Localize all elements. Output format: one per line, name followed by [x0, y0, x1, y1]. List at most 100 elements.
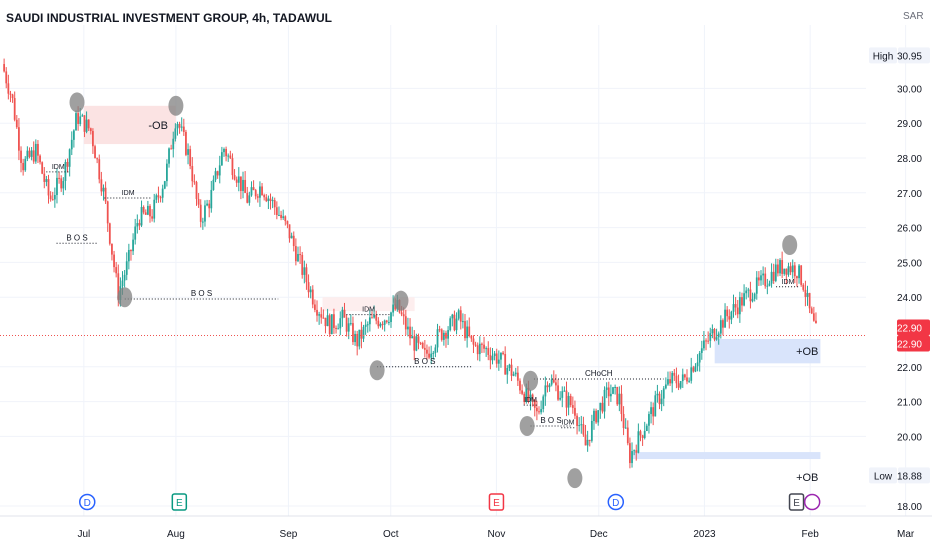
candle-body: [766, 285, 769, 287]
candle-body: [656, 393, 659, 396]
candle-body: [214, 171, 217, 180]
candle-body: [278, 214, 280, 216]
candle-body: [815, 320, 817, 324]
candle-body: [728, 316, 731, 320]
candle-body: [633, 450, 636, 452]
candle-body: [294, 246, 297, 262]
candle-body: [512, 374, 515, 376]
candle-body: [252, 187, 255, 191]
candle-body: [13, 98, 16, 120]
x-tick-label: Sep: [280, 529, 298, 540]
event-letter: E: [793, 498, 800, 509]
candle-body: [812, 313, 815, 321]
candle-body: [618, 393, 621, 405]
candle-body: [130, 250, 132, 252]
candle-body: [732, 304, 735, 312]
candle-body: [428, 353, 430, 358]
candle-body: [362, 326, 365, 339]
candle-body: [193, 181, 196, 183]
candle-body: [123, 274, 126, 281]
candle-body: [468, 326, 471, 336]
y-tick-label: 18.00: [897, 502, 922, 513]
candle-body: [246, 192, 249, 203]
candle-body: [772, 271, 775, 281]
candle-body: [493, 353, 496, 357]
earnings-event-icon: [171, 493, 188, 511]
candle-body: [159, 197, 162, 199]
candle-body: [111, 243, 113, 255]
candle-body: [250, 187, 253, 196]
candle-body: [745, 290, 748, 294]
candle-body: [185, 131, 187, 155]
badge-value-bg: [898, 47, 930, 64]
candle-body: [311, 289, 314, 305]
candle-body: [305, 267, 308, 283]
x-tick-label: Dec: [590, 529, 608, 540]
candle-body: [204, 205, 206, 222]
candle-body: [417, 336, 420, 343]
candle-body: [339, 318, 342, 329]
candle-body: [115, 267, 118, 274]
earnings-event-icon: [488, 493, 505, 511]
candle-body: [218, 165, 221, 176]
candle-body: [400, 312, 403, 315]
candle-body: [529, 394, 532, 401]
candle-body: [440, 329, 443, 340]
candle-body: [343, 309, 346, 318]
candle-body: [113, 254, 115, 268]
candle-body: [349, 323, 352, 325]
candle-body: [28, 150, 31, 157]
candle-body: [489, 354, 492, 361]
candle-body: [595, 410, 597, 423]
candle-body: [282, 216, 285, 218]
candle-body: [187, 149, 189, 155]
candle-body: [711, 329, 714, 334]
candle-body: [525, 387, 528, 402]
structure-label: IDM: [122, 190, 135, 197]
candle-body: [757, 277, 760, 281]
candle-body: [254, 190, 257, 197]
candle-body: [483, 344, 485, 349]
candle-body: [717, 333, 720, 338]
candle-body: [172, 138, 175, 150]
x-tick-label: Nov: [488, 529, 506, 540]
candle-body: [178, 124, 181, 128]
candle-body: [779, 260, 781, 274]
dividend-event-icon: [607, 493, 625, 511]
candle-body: [538, 411, 540, 413]
candle-body: [144, 212, 147, 215]
candle-body: [37, 143, 39, 156]
candle-body: [208, 203, 211, 209]
split-event-icon: [803, 493, 821, 511]
candle-body: [149, 205, 151, 217]
candle-body: [612, 387, 614, 394]
candle-body: [404, 316, 407, 330]
candle-body: [85, 119, 88, 132]
order-block-label: +OB: [796, 472, 818, 484]
candle-body: [703, 340, 705, 349]
candle-body: [741, 297, 743, 306]
candle-body: [434, 347, 437, 353]
candle-body: [806, 293, 809, 297]
pivot-marker: [69, 92, 85, 113]
candle-body: [783, 268, 786, 274]
candle-body: [557, 385, 559, 400]
candle-body: [724, 309, 726, 328]
candle-body: [102, 187, 105, 192]
candle-body: [777, 264, 779, 274]
candle-body: [810, 308, 813, 314]
candle-body: [707, 340, 710, 342]
candle-body: [237, 176, 240, 183]
candle-body: [66, 161, 69, 167]
candle-body: [681, 374, 684, 382]
candle-body: [79, 116, 82, 124]
candle-body: [411, 336, 414, 339]
candle-body: [127, 250, 130, 262]
candle-body: [341, 309, 344, 319]
candle-body: [15, 119, 18, 128]
candle-body: [709, 333, 712, 341]
candle-body: [793, 265, 796, 277]
candle-body: [195, 182, 198, 199]
